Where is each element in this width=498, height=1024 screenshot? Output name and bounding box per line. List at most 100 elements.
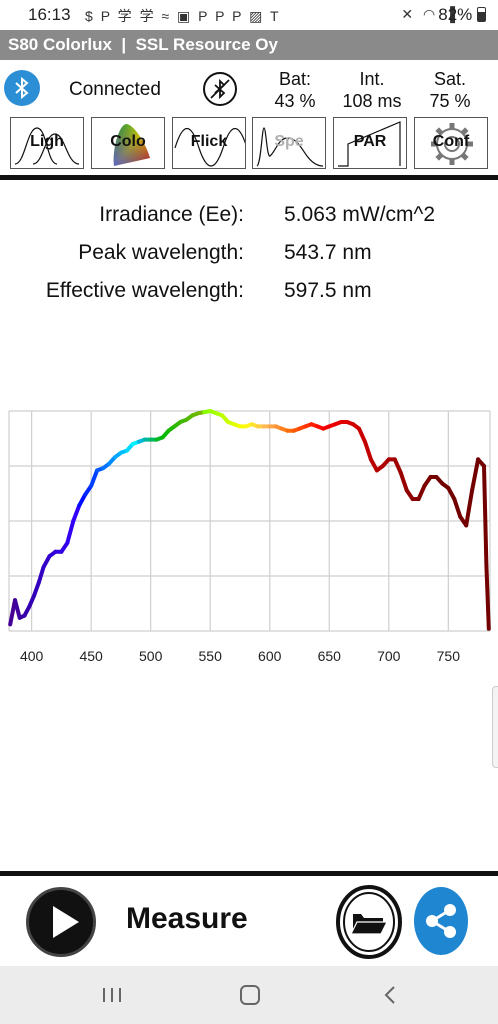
spectrum-segment — [464, 488, 475, 528]
integration-time-value: 108 ms — [342, 91, 402, 111]
linkedin-icon: ▣ — [177, 8, 193, 24]
par-ramp-icon — [338, 121, 401, 167]
saturation-label: Sat. — [433, 69, 467, 89]
paypal-icon: P — [198, 8, 210, 24]
spectrum-segment — [398, 470, 409, 493]
spectrum-segment — [65, 519, 76, 545]
flicker-mode-label: Flick — [190, 133, 228, 150]
x-tick-label: 550 — [199, 648, 223, 664]
color-mode-button[interactable]: Colo — [91, 117, 165, 169]
x-tick-label: 500 — [139, 648, 163, 664]
edge-panel-handle[interactable] — [492, 686, 498, 768]
light-curve-icon — [14, 127, 80, 165]
bottom-divider — [0, 871, 498, 876]
battery-stat-label: Bat: — [278, 69, 312, 89]
flicker-mode-button[interactable]: Flick — [172, 117, 246, 169]
saturation-stat: Sat. 75 % — [424, 68, 476, 112]
spectrum-mode-label: Spe — [274, 133, 304, 150]
x-tick-label: 750 — [437, 648, 461, 664]
irradiance-value: 5.063 mW/cm^2 — [284, 203, 436, 226]
spectrum-segment — [357, 426, 367, 444]
play-icon — [53, 906, 79, 938]
paypal-icon: P — [232, 8, 244, 24]
x-tick-label: 400 — [20, 648, 44, 664]
system-icons: ✕ ◠ ▐ — [401, 6, 458, 23]
tesla-icon: T — [269, 8, 281, 24]
config-label: Conf — [432, 133, 470, 150]
battery-percent: 82% — [438, 5, 473, 24]
x-axis-ticks: 400 450 500 550 600 650 700 750 — [20, 648, 460, 664]
spectrum-mode-button[interactable]: Spe — [252, 117, 326, 169]
paypal-icon: P — [215, 8, 227, 24]
light-mode-label: Ligh — [30, 133, 64, 150]
signal-icon: ▐ — [445, 6, 458, 22]
home-button[interactable] — [220, 966, 280, 1024]
spectrum-segment — [13, 598, 22, 620]
flicker-wave-icon — [174, 127, 245, 167]
battery-stat: Bat: 43 % — [272, 68, 318, 112]
spectrum-segment — [363, 439, 373, 462]
share-button[interactable] — [414, 887, 468, 955]
spectrum-segment — [484, 563, 491, 631]
spectrum-segment — [36, 565, 46, 585]
gear-icon — [431, 123, 473, 165]
effective-wavelength-label: Effective wavelength: — [45, 279, 244, 302]
integration-time-label: Int. — [359, 69, 385, 89]
spectrum-line — [8, 409, 491, 631]
spectrum-segment — [416, 483, 427, 501]
par-mode-label: PAR — [353, 133, 387, 150]
recent-apps-icon — [103, 988, 121, 1002]
x-tick-label: 700 — [377, 648, 401, 664]
color-gamut-icon — [113, 124, 150, 166]
battery-stat-value: 43 % — [274, 91, 316, 111]
light-mode-button[interactable]: Ligh — [10, 117, 84, 169]
mute-icon: ✕ — [401, 6, 417, 22]
back-icon — [384, 986, 395, 1004]
config-button[interactable]: Conf — [414, 117, 488, 169]
peak-wavelength-label: Peak wavelength: — [78, 241, 244, 264]
bluetooth-button[interactable] — [4, 70, 40, 106]
recent-apps-button[interactable] — [82, 966, 142, 1024]
battery-level: 82% — [438, 5, 486, 25]
status-time: 16:13 — [28, 5, 71, 24]
chart-grid — [8, 410, 491, 632]
top-divider — [0, 175, 498, 180]
chinese-app-icon: 学 — [139, 8, 156, 24]
spectrum-segment — [27, 593, 36, 609]
bluetooth-icon — [15, 76, 29, 100]
spectrum-segment — [368, 457, 379, 473]
home-icon — [240, 985, 260, 1005]
x-tick-label: 600 — [258, 648, 282, 664]
spectrum-curve-icon — [256, 127, 324, 167]
status-bar: 16:13 $ P 学 学 ≈ ▣ P P P ▨ T ✕ ◠ ▐ 82% — [0, 0, 498, 30]
app-title-bar: S80 Colorlux | SSL Resource Oy — [0, 30, 498, 60]
folder-icon — [336, 885, 402, 959]
integration-time-stat: Int. 108 ms — [336, 68, 408, 112]
saturation-value: 75 % — [429, 91, 471, 111]
notification-icons: $ P 学 学 ≈ ▣ P P P ▨ T — [85, 6, 281, 26]
spectrum-segment — [77, 492, 88, 508]
bluetooth-off-icon — [210, 78, 230, 100]
x-tick-label: 650 — [318, 648, 342, 664]
open-folder-button[interactable] — [335, 884, 403, 960]
spectrum-segment — [482, 464, 489, 567]
par-mode-button[interactable]: PAR — [333, 117, 407, 169]
spectrum-segment — [71, 503, 82, 523]
paypal-icon: P — [100, 8, 112, 24]
spectrum-segment — [446, 486, 457, 501]
bluetooth-disabled-button[interactable] — [203, 72, 237, 106]
spectrum-segment — [452, 497, 463, 519]
wifi-icon: ◠ — [422, 6, 439, 22]
gallery-icon: ▨ — [249, 8, 265, 24]
play-button[interactable] — [26, 887, 96, 957]
cash-icon: $ — [85, 8, 95, 24]
chinese-app-icon: 学 — [117, 8, 134, 24]
cast-icon: ≈ — [161, 8, 172, 24]
app-title: S80 Colorlux | SSL Resource Oy — [8, 35, 278, 54]
measure-label[interactable]: Measure — [126, 902, 248, 935]
x-tick-label: 450 — [79, 648, 103, 664]
battery-icon — [477, 7, 486, 22]
spectrum-segment — [89, 468, 100, 488]
back-button[interactable] — [360, 966, 420, 1024]
peak-wavelength-value: 543.7 nm — [284, 241, 372, 264]
